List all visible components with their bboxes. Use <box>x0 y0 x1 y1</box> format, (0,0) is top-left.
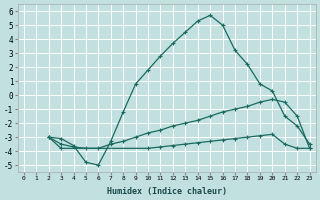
X-axis label: Humidex (Indice chaleur): Humidex (Indice chaleur) <box>107 187 227 196</box>
